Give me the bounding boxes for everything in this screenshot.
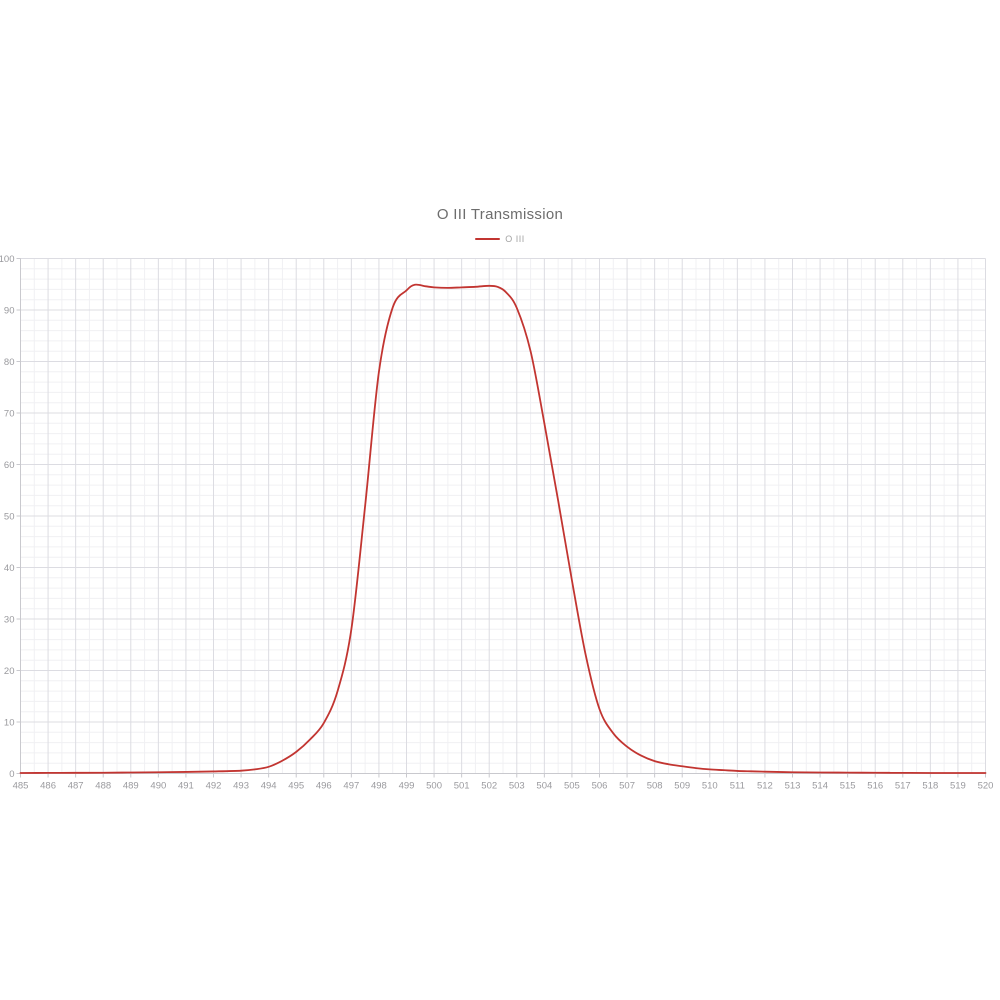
x-tick-label: 487 — [68, 781, 84, 792]
x-tick-label: 492 — [206, 781, 222, 792]
x-tick-label: 491 — [178, 781, 194, 792]
x-tick-label: 520 — [978, 781, 994, 792]
x-tick-label: 515 — [840, 781, 856, 792]
x-tick-label: 486 — [40, 781, 56, 792]
x-tick-label: 512 — [757, 781, 773, 792]
x-tick-label: 511 — [730, 781, 745, 792]
y-tick-label: 30 — [4, 615, 15, 626]
y-tick-label: 20 — [4, 666, 15, 677]
y-tick-label: 10 — [4, 718, 15, 729]
y-tick-label: 60 — [4, 460, 15, 471]
y-tick-label: 50 — [4, 512, 15, 523]
x-tick-label: 494 — [261, 781, 277, 792]
y-tick-label: 100 — [0, 254, 15, 265]
y-tick-label: 70 — [4, 409, 15, 420]
x-tick-label: 501 — [454, 781, 470, 792]
y-tick-label: 90 — [4, 306, 15, 317]
x-tick-label: 500 — [426, 781, 442, 792]
series-line-o-iii — [19, 283, 987, 774]
x-tick-label: 514 — [812, 781, 828, 792]
x-tick-label: 495 — [288, 781, 304, 792]
x-tick-label: 504 — [536, 781, 552, 792]
x-tick-label: 508 — [647, 781, 663, 792]
x-tick-label: 518 — [922, 781, 938, 792]
x-tick-label: 502 — [481, 781, 497, 792]
x-tick-label: 499 — [399, 781, 415, 792]
x-tick-label: 507 — [619, 781, 635, 792]
legend-item-o-iii[interactable]: O III — [475, 234, 525, 244]
x-tick-label: 493 — [233, 781, 249, 792]
legend-label: O III — [505, 234, 525, 244]
x-tick-label: 496 — [316, 781, 332, 792]
legend-line-marker-icon — [475, 238, 501, 240]
x-tick-label: 510 — [702, 781, 718, 792]
legend: O III — [0, 234, 1000, 244]
x-tick-label: 498 — [371, 781, 387, 792]
x-tick-label: 497 — [343, 781, 359, 792]
chart-title: O III Transmission — [436, 206, 564, 223]
x-tick-label: 490 — [150, 781, 166, 792]
y-tick-label: 40 — [4, 563, 15, 574]
x-tick-label: 509 — [674, 781, 690, 792]
y-tick-label: 0 — [9, 769, 14, 780]
x-tick-label: 519 — [950, 781, 966, 792]
x-tick-label: 505 — [564, 781, 580, 792]
x-tick-label: 517 — [895, 781, 911, 792]
x-tick-label: 516 — [867, 781, 883, 792]
x-tick-label: 506 — [592, 781, 608, 792]
x-tick-label: 503 — [509, 781, 525, 792]
x-tick-label: 485 — [13, 781, 29, 792]
x-tick-label: 488 — [95, 781, 111, 792]
y-tick-label: 80 — [4, 357, 15, 368]
x-tick-label: 489 — [123, 781, 139, 792]
x-tick-label: 513 — [785, 781, 801, 792]
